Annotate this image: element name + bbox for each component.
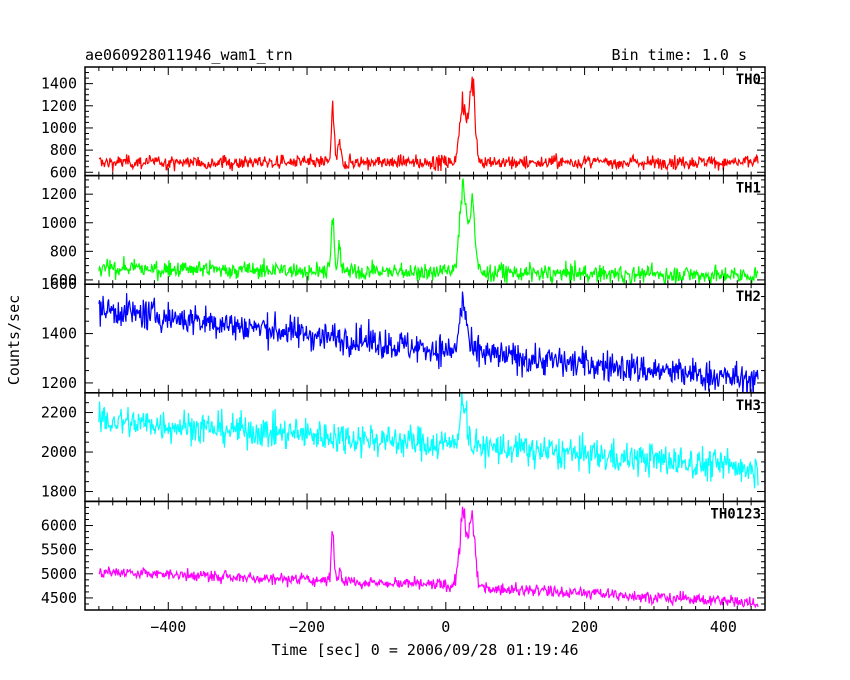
x-tick-label: 200 <box>571 618 598 636</box>
panel-th0: 600 800 1000 1200 1400 TH0 <box>41 66 766 181</box>
panel-label: TH0123 <box>710 506 761 522</box>
y-tick-label: 1800 <box>41 483 77 501</box>
y-tick-label: 1000 <box>41 119 77 137</box>
y-tick-label: 1200 <box>41 97 77 115</box>
y-tick-label: 600 <box>50 163 77 181</box>
x-tick-label: −200 <box>289 618 325 636</box>
series-line-th3 <box>98 392 759 489</box>
y-tick-label: 1200 <box>41 374 77 392</box>
x-axis-label: Time [sec] 0 = 2006/09/28 01:19:46 <box>271 641 578 659</box>
y-axis-label: Counts/sec <box>5 295 23 385</box>
y-tick-label: 600 <box>50 271 77 289</box>
series-line-th1 <box>98 178 759 285</box>
y-tick-label: 1600 <box>41 275 77 293</box>
y-tick-label: 2200 <box>41 404 77 422</box>
panel-th2: 1200 1400 1600 TH2 <box>41 275 766 394</box>
y-tick-label: 5000 <box>41 565 77 583</box>
series-line-th0123 <box>98 506 759 609</box>
y-tick-label: 4500 <box>41 589 77 607</box>
x-tick-label: 400 <box>710 618 737 636</box>
bin-time-label: Bin time: 1.0 s <box>612 46 747 64</box>
panels-group: 600 800 1000 1200 1400 TH0 600 800 1000 1200 TH1 12… <box>41 66 766 636</box>
chart-title: ae060928011946_wam1_trn <box>85 46 293 64</box>
y-tick-label: 2000 <box>41 443 77 461</box>
series-line-th0 <box>98 76 759 172</box>
x-tick-label: 0 <box>441 618 450 636</box>
y-tick-label: 1200 <box>41 185 77 203</box>
x-tick-label: −400 <box>150 618 186 636</box>
panel-th1: 600 800 1000 1200 TH1 <box>41 174 766 289</box>
y-tick-label: 800 <box>50 141 77 159</box>
panel-frame <box>84 283 766 394</box>
y-tick-label: 1400 <box>41 75 77 93</box>
y-tick-label: 1000 <box>41 214 77 232</box>
panel-th3: 1800 2000 2200 TH3 <box>41 392 766 503</box>
y-tick-label: 5500 <box>41 541 77 559</box>
panel-label: TH3 <box>736 398 761 414</box>
y-tick-label: 6000 <box>41 517 77 535</box>
panel-label: TH1 <box>736 181 761 197</box>
y-tick-label: 1400 <box>41 325 77 343</box>
panel-label: TH2 <box>736 289 761 305</box>
y-tick-label: 800 <box>50 242 77 260</box>
series-line-th2 <box>98 291 759 393</box>
panel-label: TH0 <box>736 72 761 88</box>
panel-th0123: 4500 5000 5500 6000 TH0123 <box>41 500 766 611</box>
